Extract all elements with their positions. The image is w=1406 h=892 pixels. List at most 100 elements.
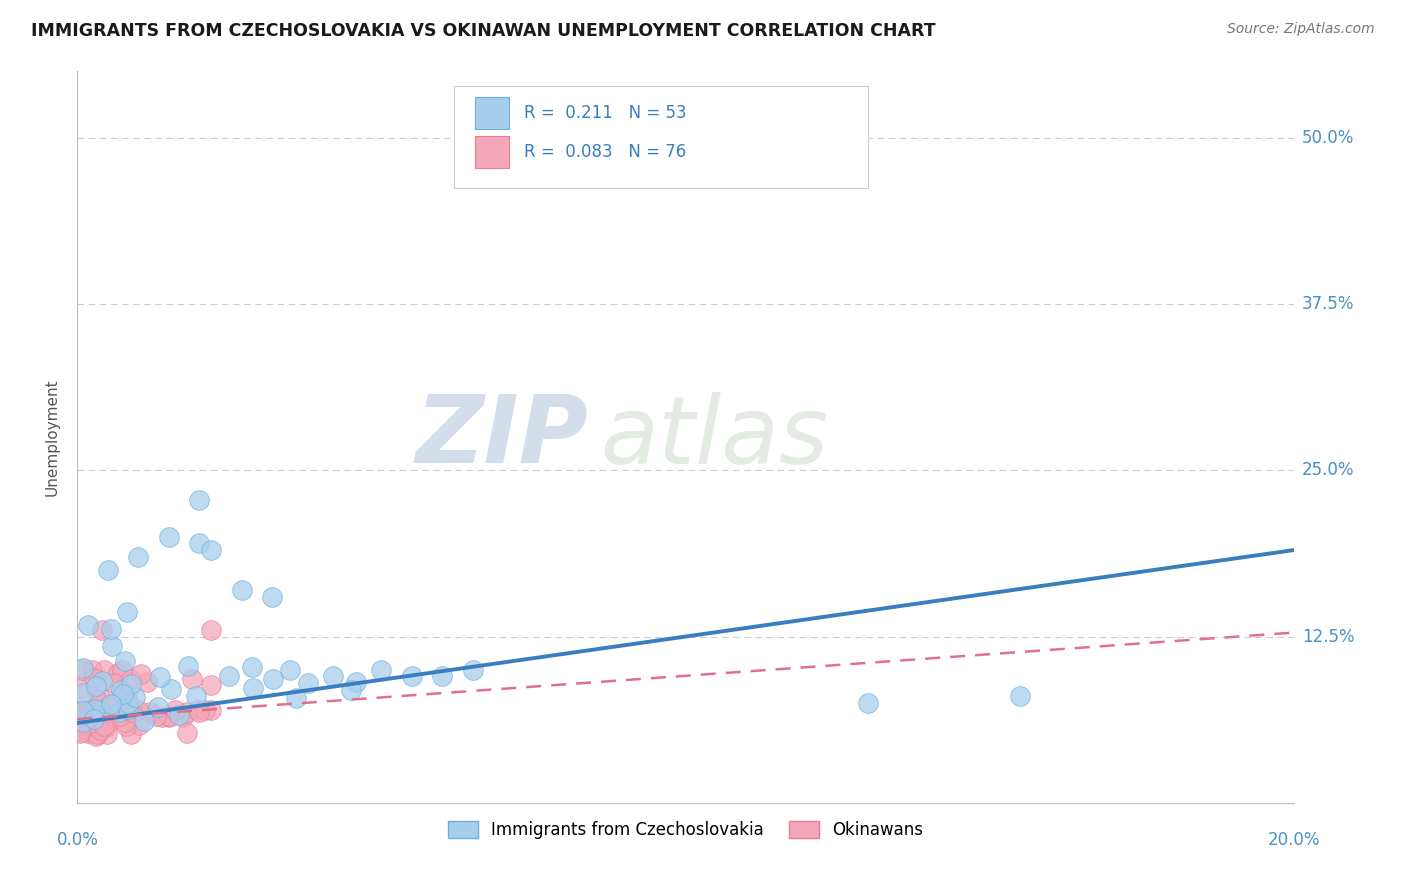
Point bbox=[108, 709, 131, 723]
Point bbox=[172, 710, 194, 724]
Point bbox=[86, 692, 108, 706]
Point bbox=[86, 729, 108, 743]
Point bbox=[128, 718, 150, 732]
Point bbox=[163, 703, 186, 717]
Point bbox=[149, 669, 172, 683]
Text: Source: ZipAtlas.com: Source: ZipAtlas.com bbox=[1227, 22, 1375, 37]
Point bbox=[127, 549, 149, 564]
Point bbox=[72, 704, 94, 718]
Text: 25.0%: 25.0% bbox=[1302, 461, 1354, 479]
Point bbox=[84, 706, 107, 720]
Point bbox=[167, 707, 190, 722]
Point bbox=[69, 723, 91, 738]
Point bbox=[188, 492, 211, 507]
Text: 50.0%: 50.0% bbox=[1302, 128, 1354, 147]
Point bbox=[134, 714, 156, 728]
Text: 0.0%: 0.0% bbox=[56, 830, 98, 848]
Point bbox=[120, 677, 142, 691]
Text: 12.5%: 12.5% bbox=[1302, 628, 1354, 646]
Point bbox=[96, 726, 118, 740]
Point bbox=[186, 703, 208, 717]
Point bbox=[461, 663, 484, 677]
Point bbox=[260, 590, 283, 604]
Point bbox=[110, 683, 132, 698]
Point bbox=[82, 663, 104, 677]
Point bbox=[103, 676, 125, 690]
Point bbox=[83, 671, 105, 685]
Point bbox=[97, 563, 120, 577]
Legend: Immigrants from Czechoslovakia, Okinawans: Immigrants from Czechoslovakia, Okinawan… bbox=[441, 814, 929, 846]
Point bbox=[120, 703, 142, 717]
Point bbox=[80, 716, 103, 731]
Point bbox=[90, 706, 112, 720]
Point bbox=[79, 720, 101, 734]
Point bbox=[114, 654, 136, 668]
Point bbox=[262, 673, 284, 687]
Point bbox=[72, 715, 94, 730]
Point bbox=[90, 706, 112, 721]
Point bbox=[69, 705, 91, 719]
Point bbox=[146, 699, 169, 714]
Point bbox=[89, 690, 111, 704]
Text: R =  0.083   N = 76: R = 0.083 N = 76 bbox=[523, 143, 686, 161]
Text: IMMIGRANTS FROM CZECHOSLOVAKIA VS OKINAWAN UNEMPLOYMENT CORRELATION CHART: IMMIGRANTS FROM CZECHOSLOVAKIA VS OKINAW… bbox=[31, 22, 935, 40]
Point bbox=[108, 705, 131, 719]
Point bbox=[218, 669, 240, 683]
Point bbox=[120, 727, 142, 741]
Text: 20.0%: 20.0% bbox=[1267, 830, 1320, 848]
Point bbox=[188, 706, 211, 720]
Point bbox=[80, 702, 103, 716]
Point bbox=[100, 697, 122, 711]
Point bbox=[370, 663, 392, 677]
Point bbox=[73, 703, 96, 717]
Point bbox=[100, 622, 122, 636]
Point bbox=[115, 605, 138, 619]
Point bbox=[79, 715, 101, 730]
Point bbox=[114, 715, 136, 730]
Point bbox=[77, 726, 100, 740]
Point bbox=[79, 706, 101, 721]
Point bbox=[84, 717, 107, 731]
Point bbox=[101, 640, 124, 654]
Point bbox=[1008, 690, 1031, 704]
Point bbox=[93, 719, 115, 733]
Point bbox=[69, 681, 91, 696]
Point bbox=[157, 530, 180, 544]
Text: 37.5%: 37.5% bbox=[1302, 295, 1354, 313]
Point bbox=[188, 536, 211, 550]
Point bbox=[127, 703, 149, 717]
Point bbox=[83, 712, 105, 726]
Point bbox=[103, 696, 125, 710]
Point bbox=[79, 709, 101, 723]
Text: ZIP: ZIP bbox=[415, 391, 588, 483]
Point bbox=[93, 663, 115, 677]
Point bbox=[278, 663, 301, 677]
Point bbox=[322, 669, 344, 683]
Point bbox=[430, 669, 453, 683]
Point bbox=[76, 617, 98, 632]
Point bbox=[69, 723, 91, 738]
Point bbox=[297, 676, 319, 690]
Point bbox=[86, 727, 108, 741]
Point bbox=[150, 709, 173, 723]
Text: R =  0.211   N = 53: R = 0.211 N = 53 bbox=[523, 104, 686, 122]
Point bbox=[83, 702, 105, 716]
Point bbox=[117, 696, 139, 710]
Point bbox=[401, 669, 423, 683]
Point bbox=[73, 706, 96, 721]
Point bbox=[186, 690, 208, 704]
Point bbox=[72, 663, 94, 677]
Point bbox=[89, 704, 111, 718]
Point bbox=[110, 663, 132, 677]
Point bbox=[120, 673, 142, 687]
Bar bbox=[475, 97, 509, 129]
Point bbox=[115, 689, 138, 703]
Point bbox=[176, 706, 198, 720]
Point bbox=[69, 712, 91, 726]
Point bbox=[177, 659, 200, 673]
Point bbox=[340, 682, 363, 697]
Point bbox=[86, 720, 108, 734]
Point bbox=[89, 723, 111, 738]
Point bbox=[157, 710, 180, 724]
Point bbox=[89, 704, 111, 718]
